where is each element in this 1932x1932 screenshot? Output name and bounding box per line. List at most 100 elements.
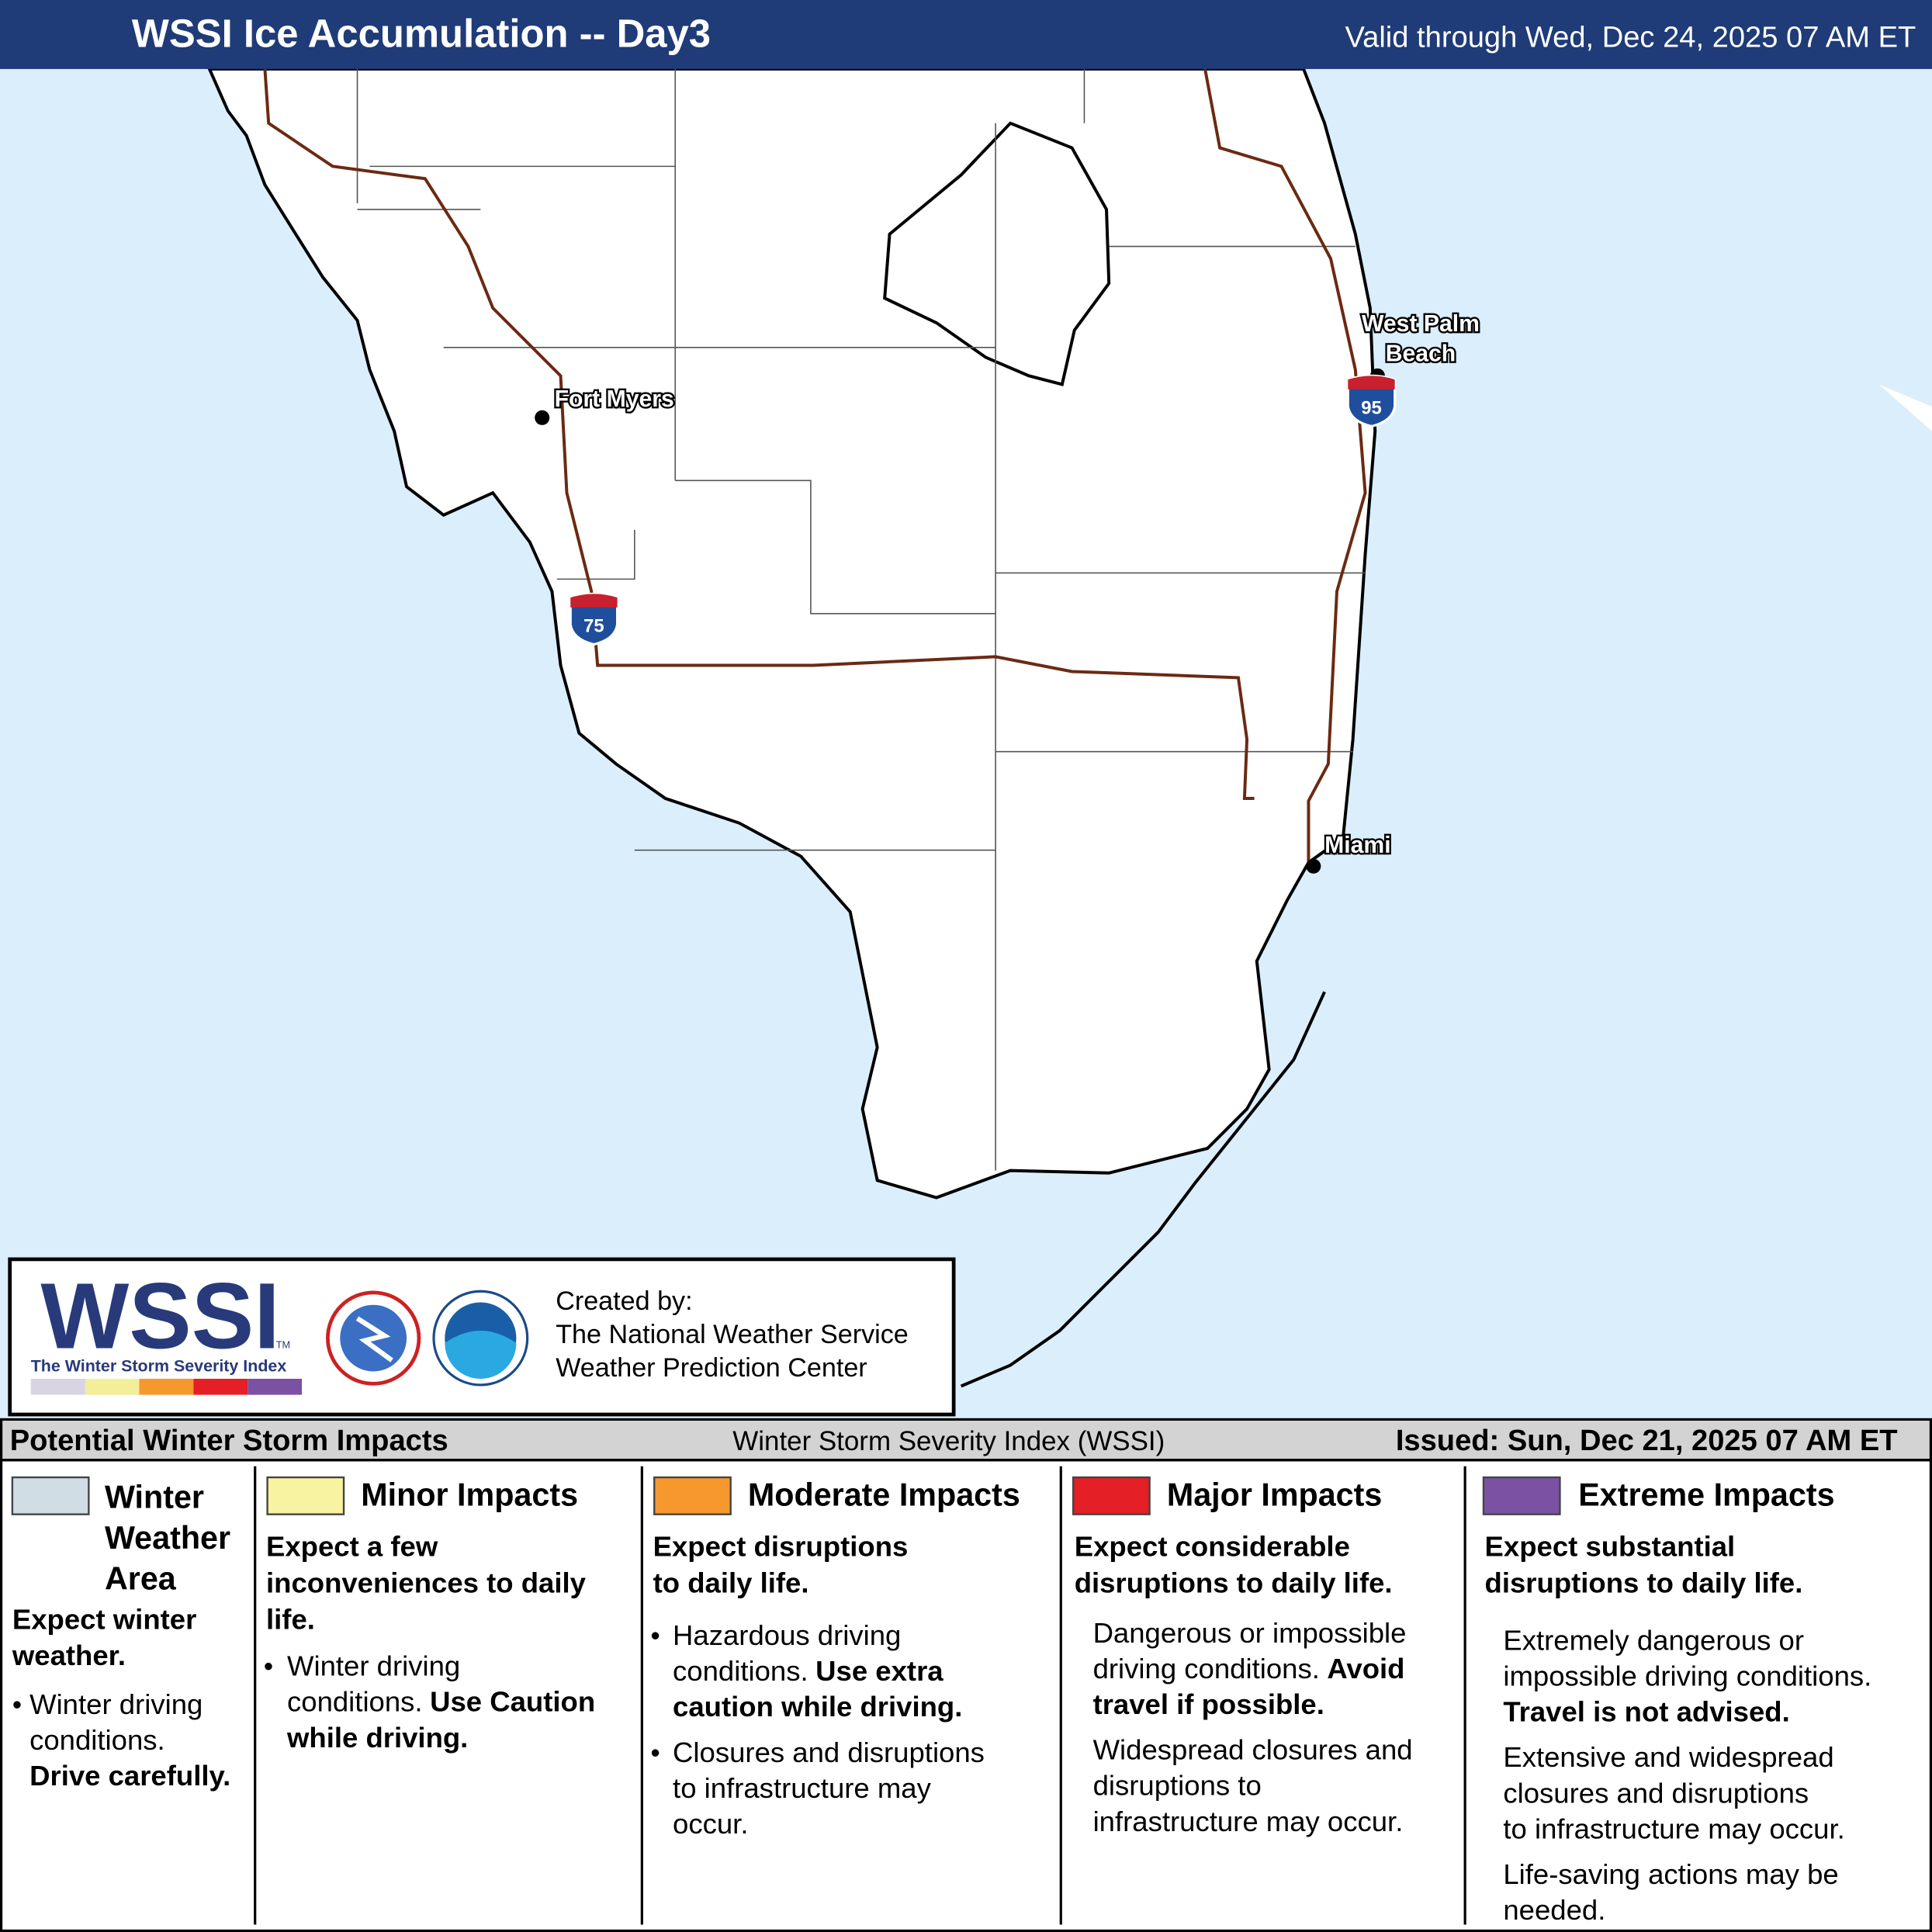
- impact-subtitle: disruptions to daily life.: [1075, 1567, 1393, 1599]
- normal-text: Widespread closures and: [1093, 1734, 1413, 1766]
- bold-text: Use Caution: [430, 1686, 595, 1718]
- interstate-shield: 95: [1346, 374, 1397, 428]
- normal-text: closures and disruptions: [1503, 1777, 1809, 1809]
- normal-text: driving conditions.: [1093, 1653, 1320, 1684]
- bold-text: travel if possible.: [1093, 1688, 1324, 1720]
- land: [206, 67, 1377, 1200]
- bullet: •: [650, 1621, 660, 1651]
- normal-text: infrastructure may occur.: [1093, 1806, 1404, 1837]
- impact-line: Winter driving: [287, 1650, 460, 1682]
- city-label: Miami: [1324, 833, 1390, 858]
- keys: [960, 991, 1326, 1388]
- impact-subtitle: inconveniences to daily: [266, 1567, 587, 1599]
- normal-text: Winter driving: [29, 1688, 203, 1720]
- normal-text: to infrastructure may: [673, 1772, 932, 1804]
- impact-subtitle: Expect considerable: [1075, 1531, 1350, 1563]
- color-swatch: [30, 1378, 85, 1395]
- impact-line: while driving.: [286, 1722, 468, 1754]
- bold-text: Drive carefully.: [29, 1760, 230, 1792]
- impact-line: Closures and disruptions: [673, 1736, 985, 1768]
- normal-text: Winter driving: [287, 1650, 460, 1682]
- impact-swatch: [1482, 1476, 1561, 1515]
- legend-header: [0, 1418, 1932, 1462]
- impact-line: disruptions to: [1093, 1770, 1262, 1802]
- impact-line: Winter driving: [29, 1688, 203, 1720]
- normal-text: Extensive and widespread: [1503, 1741, 1833, 1773]
- bold-text: Travel is not advised.: [1503, 1695, 1789, 1727]
- impact-line: Drive carefully.: [29, 1760, 230, 1792]
- color-swatch: [248, 1378, 303, 1395]
- impact-title: Minor Impacts: [361, 1477, 578, 1513]
- impact-title: Major Impacts: [1167, 1477, 1382, 1513]
- bold-text: caution while driving.: [673, 1691, 962, 1723]
- credit-line: Weather Prediction Center: [556, 1353, 867, 1383]
- legend-center: Winter Storm Severity Index (WSSI): [732, 1426, 1165, 1456]
- credit-line: The National Weather Service: [556, 1320, 909, 1349]
- city-label: Fort Myers: [555, 386, 674, 412]
- wssi-color-bar: [30, 1378, 303, 1395]
- impact-line: Hazardous driving: [673, 1619, 901, 1651]
- impact-subtitle: Expect winter: [12, 1603, 196, 1635]
- impact-title: Extreme Impacts: [1578, 1477, 1834, 1513]
- shield-number: 95: [1361, 398, 1381, 419]
- valid-time: Valid through Wed, Dec 24, 2025 07 AM ET: [1345, 21, 1916, 54]
- impact-swatch: [1072, 1476, 1151, 1515]
- impact-subtitle: disruptions to daily life.: [1485, 1567, 1803, 1599]
- impact-line: Life-saving actions may be: [1503, 1858, 1838, 1890]
- shield-top: [1348, 376, 1395, 390]
- cities: Fort Myers West Palm Beach Miami 75 95: [535, 310, 1481, 874]
- impact-line: occur.: [673, 1808, 748, 1840]
- impact-line: driving conditions. Avoid: [1093, 1653, 1405, 1684]
- impact-line: conditions. Use Caution: [287, 1686, 595, 1718]
- bullet: •: [12, 1690, 22, 1720]
- impact-subtitle: Expect substantial: [1485, 1531, 1736, 1563]
- impact-line: caution while driving.: [673, 1691, 962, 1723]
- normal-text: to infrastructure may occur.: [1503, 1813, 1844, 1844]
- credit-line: Created by:: [556, 1286, 692, 1316]
- legend-heading: Potential Winter Storm Impacts: [10, 1425, 448, 1457]
- impact-line: infrastructure may occur.: [1093, 1806, 1404, 1837]
- normal-text: Extremely dangerous or: [1503, 1624, 1804, 1656]
- impact-line: Travel is not advised.: [1503, 1695, 1789, 1727]
- normal-text: impossible driving conditions.: [1503, 1660, 1871, 1691]
- impact-swatch: [266, 1476, 345, 1515]
- header-bar: [0, 0, 1932, 69]
- impact-line: Dangerous or impossible: [1093, 1617, 1407, 1649]
- impact-line: travel if possible.: [1093, 1688, 1324, 1720]
- wssi-caption: The Winter Storm Severity Index: [31, 1356, 287, 1375]
- impact-subtitle: Expect a few: [266, 1531, 438, 1563]
- interstate-shield: 75: [569, 592, 619, 646]
- normal-text: Dangerous or impossible: [1093, 1617, 1407, 1649]
- roads: [263, 68, 1367, 863]
- normal-text: Hazardous driving: [673, 1619, 901, 1651]
- legend-frame: [0, 1459, 1932, 1932]
- bullet: •: [650, 1738, 660, 1768]
- shield-top: [570, 594, 618, 608]
- impact-title: Moderate Impacts: [748, 1477, 1020, 1513]
- normal-text: occur.: [673, 1808, 748, 1840]
- impact-line: to infrastructure may: [673, 1772, 932, 1804]
- normal-text: Closures and disruptions: [673, 1736, 985, 1768]
- impact-line: Extensive and widespread: [1503, 1741, 1833, 1773]
- normal-text: conditions.: [29, 1724, 165, 1756]
- impact-line: to infrastructure may occur.: [1503, 1813, 1844, 1844]
- impact-line: conditions.: [29, 1724, 165, 1756]
- normal-text: Life-saving actions may be: [1503, 1858, 1838, 1890]
- city-label: West Palm: [1362, 311, 1480, 337]
- impact-subtitle: weather.: [12, 1639, 126, 1671]
- color-swatch: [193, 1378, 248, 1395]
- city-dot: [1306, 858, 1321, 874]
- normal-text: disruptions to: [1093, 1770, 1262, 1802]
- impact-line: closures and disruptions: [1503, 1777, 1809, 1809]
- normal-text: conditions.: [287, 1686, 423, 1718]
- color-swatch: [85, 1378, 140, 1395]
- impact-line: needed.: [1503, 1894, 1605, 1926]
- credit-lines: Created by: The National Weather Service W…: [556, 1286, 909, 1383]
- impact-line: Widespread closures and: [1093, 1734, 1413, 1766]
- impact-title: Winter: [105, 1480, 204, 1515]
- color-swatch: [139, 1378, 194, 1395]
- impact-line: conditions. Use extra: [673, 1655, 943, 1687]
- impact-line: impossible driving conditions.: [1503, 1660, 1871, 1691]
